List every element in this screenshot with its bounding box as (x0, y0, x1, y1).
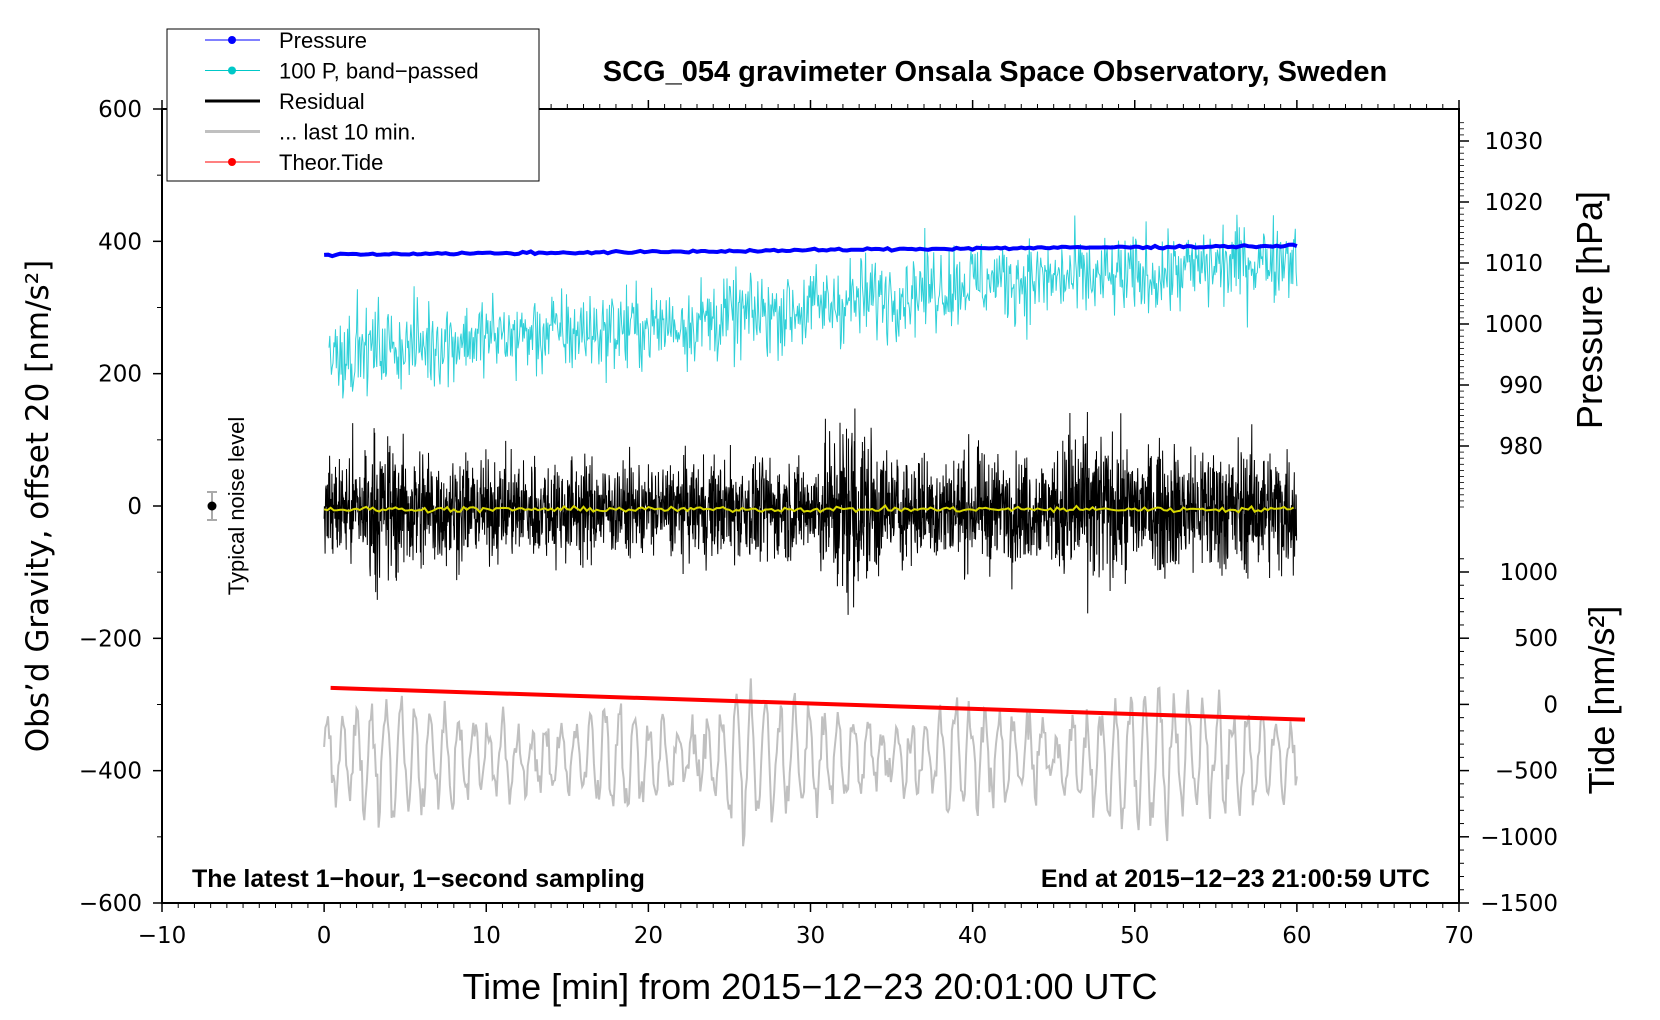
legend-entry: ... last 10 min. (205, 120, 416, 145)
noise-level-label: Typical noise level (224, 417, 249, 596)
noise-level-indicator: Typical noise level (207, 417, 249, 596)
x-tick-label: 70 (1444, 923, 1473, 949)
legend-label: ... last 10 min. (279, 120, 416, 145)
series-layer (323, 214, 1306, 847)
pressure-tick-label: 1020 (1484, 190, 1543, 216)
residual-series (323, 408, 1298, 615)
axes-layer: −10 0 10 20 30 40 50 60 706004002000−200−400−600… (79, 97, 1558, 949)
tide-tick-label: −1000 (1480, 825, 1558, 851)
pressure-axis-label: Pressure [hPa] (1569, 191, 1610, 429)
y-tick-label: 0 (127, 494, 142, 520)
sampling-annotation: The latest 1−hour, 1−second sampling (192, 865, 645, 893)
x-tick-label: 30 (796, 923, 825, 949)
tide-tick-label: 1000 (1499, 560, 1558, 586)
x-tick-label: 0 (317, 923, 332, 949)
y-tick-label: 200 (98, 362, 142, 388)
pressure-series (324, 242, 1298, 259)
legend-label: Residual (279, 89, 365, 114)
x-tick-label: 60 (1282, 923, 1311, 949)
tide-tick-label: −500 (1495, 759, 1558, 785)
y-tick-label: 400 (98, 229, 142, 255)
legend-marker (228, 66, 236, 75)
x-tick-label: 10 (472, 923, 501, 949)
y-tick-label: −400 (79, 759, 142, 785)
x-tick-label: 50 (1120, 923, 1149, 949)
x-axis-label: Time [min] from 2015−12−23 20:01:00 UTC (462, 966, 1157, 1007)
legend-marker (228, 158, 236, 166)
x-tick-label: −10 (138, 923, 187, 949)
legend-marker (228, 36, 236, 44)
legend-entry: Theor.Tide (205, 150, 383, 175)
band-passed-pressure-series (328, 214, 1298, 399)
pressure-tick-label: 1010 (1484, 251, 1543, 277)
tide-tick-label: −1500 (1480, 891, 1558, 917)
legend-label: 100 P, band−passed (279, 59, 479, 84)
end-time-annotation: End at 2015−12−23 21:00:59 UTC (1041, 865, 1430, 893)
tide-tick-label: 500 (1514, 626, 1558, 652)
pressure-tick-label: 990 (1499, 373, 1543, 399)
legend-entry: 100 P, band−passed (205, 59, 479, 84)
legend-label: Pressure (279, 28, 367, 53)
legend-label: Theor.Tide (279, 150, 383, 175)
theoretical-tide-series (330, 685, 1306, 722)
legend-entry: Residual (205, 89, 365, 114)
pressure-tick-label: 1000 (1484, 312, 1543, 338)
tide-tick-label: 0 (1543, 692, 1558, 718)
pressure-tick-label: 980 (1499, 434, 1543, 460)
pressure-tick-label: 1030 (1484, 129, 1543, 155)
y-tick-label: −200 (79, 626, 142, 652)
chart-title: SCG_054 gravimeter Onsala Space Observat… (603, 56, 1387, 88)
legend: Pressure 100 P, band−passed Residual ... la… (166, 28, 540, 182)
x-tick-label: 40 (958, 923, 987, 949)
x-tick-label: 20 (634, 923, 663, 949)
y-tick-label: −600 (79, 891, 142, 917)
residual-smoothed-series (323, 503, 1295, 514)
last-10-min-series (323, 678, 1298, 847)
tide-axis-label: Tide [nm/s²] (1581, 606, 1622, 795)
y-axis-label: Obs’d Gravity, offset 20 [nm/s²] (20, 260, 56, 752)
legend-entry: Pressure (205, 28, 367, 53)
y-tick-label: 600 (98, 97, 142, 123)
